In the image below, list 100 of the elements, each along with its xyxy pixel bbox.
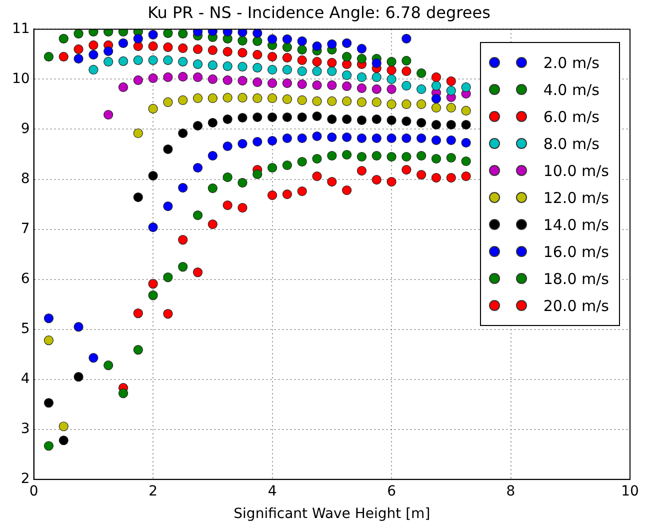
point: [386, 74, 396, 84]
point: [58, 34, 68, 44]
point: [208, 183, 218, 194]
point: [327, 150, 337, 161]
point: [148, 30, 158, 40]
point: [356, 83, 367, 94]
point: [327, 176, 337, 187]
point: [342, 70, 352, 80]
point: [416, 133, 426, 144]
point: [238, 29, 248, 37]
point: [252, 50, 262, 60]
x-tick-label: 6: [387, 483, 396, 500]
point: [461, 82, 471, 92]
y-tick-label: 6: [20, 270, 30, 287]
point: [163, 29, 173, 38]
point: [416, 170, 426, 180]
point: [312, 171, 322, 182]
point: [446, 102, 456, 113]
point: [74, 322, 84, 332]
point: [297, 44, 307, 55]
point: [402, 80, 412, 91]
chart-title: Ku PR - NS - Incidence Angle: 6.78 degrees: [148, 2, 490, 22]
legend-label: 16.0 m/s: [543, 242, 609, 260]
point: [402, 133, 412, 144]
point: [431, 80, 442, 91]
point: [192, 44, 203, 54]
point: [192, 29, 203, 36]
point: [118, 29, 128, 36]
point: [133, 345, 143, 355]
y-tick-label: 10: [12, 70, 30, 87]
point: [282, 52, 292, 63]
point: [44, 336, 54, 346]
point: [58, 436, 68, 446]
point: [58, 422, 68, 432]
point: [416, 150, 426, 161]
point: [222, 172, 232, 182]
point: [148, 104, 158, 114]
point: [327, 80, 337, 90]
point: [88, 29, 98, 36]
point: [104, 29, 114, 36]
point: [461, 106, 471, 116]
point: [446, 76, 456, 86]
point: [238, 92, 248, 103]
point: [356, 152, 367, 162]
point: [148, 41, 158, 52]
point: [386, 99, 396, 110]
point: [386, 176, 396, 187]
point: [208, 118, 218, 128]
point: [297, 133, 307, 144]
point: [297, 36, 307, 46]
point: [342, 52, 352, 62]
point: [148, 290, 158, 300]
x-axis-title: Significant Wave Height [m]: [234, 506, 430, 522]
point: [74, 372, 84, 382]
point: [238, 36, 248, 46]
point: [133, 55, 143, 66]
point: [252, 112, 262, 122]
point: [386, 133, 396, 144]
point: [312, 131, 322, 142]
legend-label: 10.0 m/s: [543, 162, 609, 180]
point: [312, 56, 322, 67]
point: [312, 96, 322, 106]
point: [74, 29, 84, 38]
point: [267, 93, 278, 104]
point: [133, 34, 143, 44]
point: [416, 84, 426, 94]
point: [402, 152, 412, 162]
point: [356, 133, 367, 144]
point: [88, 64, 98, 75]
point: [178, 128, 188, 138]
point: [163, 272, 173, 282]
point: [148, 73, 158, 84]
point: [208, 74, 218, 84]
point: [104, 110, 114, 120]
point: [431, 135, 442, 146]
point: [356, 44, 367, 54]
point: [133, 128, 143, 138]
point: [178, 95, 188, 106]
point: [356, 166, 367, 176]
point: [282, 133, 292, 144]
legend-label: 18.0 m/s: [543, 270, 609, 288]
point: [163, 97, 173, 108]
point: [222, 141, 232, 152]
point: [252, 169, 262, 180]
point: [238, 48, 248, 58]
point: [416, 118, 426, 128]
y-tick-label: 11: [12, 20, 30, 37]
point: [133, 308, 143, 318]
point: [267, 136, 278, 146]
legend-label: 4.0 m/s: [543, 80, 600, 98]
point: [163, 55, 173, 66]
x-tick-label: 10: [621, 483, 639, 500]
point: [431, 154, 442, 164]
y-tick-label: 7: [20, 220, 30, 237]
point: [327, 132, 337, 142]
point: [267, 64, 278, 75]
point: [192, 162, 203, 173]
point: [163, 42, 173, 52]
point: [461, 120, 471, 130]
point: [88, 50, 98, 60]
